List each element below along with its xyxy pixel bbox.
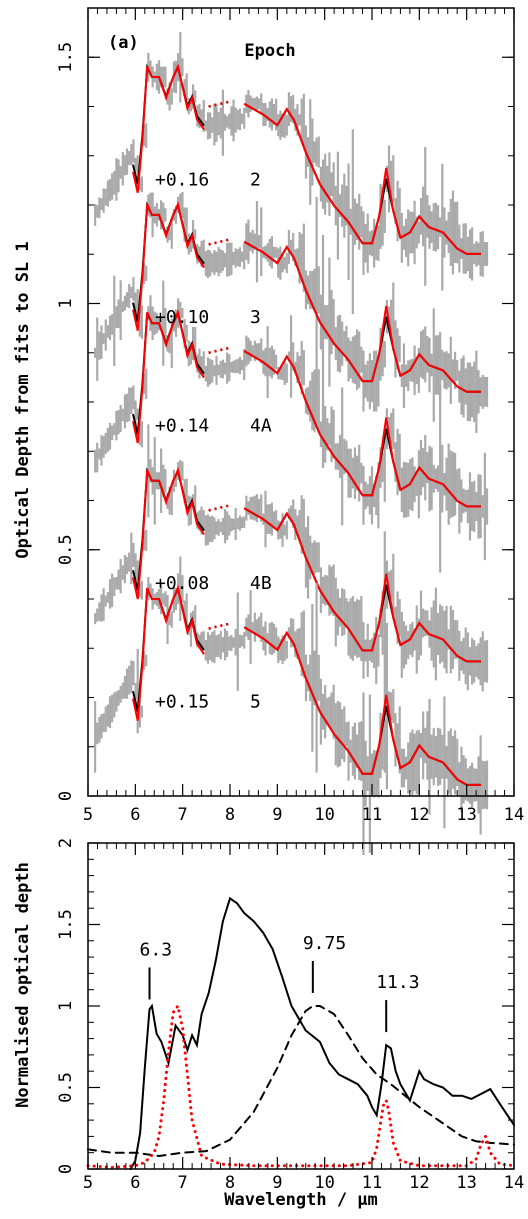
- model-curve-long: [243, 102, 481, 255]
- panel-a-ytick-label: 0: [56, 791, 76, 801]
- epoch-label: 3: [250, 307, 261, 328]
- model-curve-short: [132, 309, 205, 444]
- panel-a-xtick-label: 8: [225, 805, 235, 825]
- panel-a-xtick-label: 12: [409, 805, 429, 825]
- series-dotted-line: [86, 1002, 516, 1169]
- model-curve-long: [243, 350, 481, 508]
- panel-b-xtick-label: 8: [225, 1173, 235, 1193]
- legend-title: Epoch: [244, 41, 295, 61]
- model-gap: [208, 622, 231, 630]
- epoch-label: 4B: [250, 573, 272, 594]
- epoch-offset-label: +0.15: [155, 691, 209, 712]
- panel-a-ytick-label: 1.5: [56, 42, 76, 73]
- panel-b-annotations: 6.3 9.75 11.3: [140, 933, 420, 1033]
- panel-a-epoch-labels: +0.16 2 +0.10 3 +0.14 4A +0.08 4B +0.15 5: [155, 169, 272, 712]
- panel-a-xtick-label: 11: [362, 805, 382, 825]
- panel-b-xtick-label: 10: [314, 1173, 334, 1193]
- model-gap: [208, 238, 231, 246]
- epoch-offset-label: +0.16: [155, 169, 209, 190]
- epoch-offset-label: +0.14: [155, 416, 209, 437]
- model-gap: [208, 504, 231, 512]
- annotation-label: 6.3: [140, 939, 173, 960]
- model-curve-short: [132, 466, 205, 600]
- panel-b-ytick-label: 1: [56, 1001, 76, 1011]
- model-curve-short: [132, 201, 205, 331]
- panel-a-ylabel: Optical Depth from fits to SL 1: [13, 241, 33, 558]
- panel-b-ticks: 5 6 7 8 9 10 11 12 13 14 0 0.5 1 1.5 2: [56, 838, 524, 1193]
- panel-a: Optical Depth from fits to SL 1 (a) Epoc…: [13, 7, 524, 855]
- panel-a-xtick-label: 6: [130, 805, 140, 825]
- panel-a-ytick-label: 1: [56, 298, 76, 308]
- annotation-label: 11.3: [376, 972, 419, 993]
- panel-a-xtick-label: 9: [272, 805, 282, 825]
- panel-a-ytick-label: 0.5: [56, 534, 76, 565]
- epoch-offset-label: +0.10: [155, 307, 209, 328]
- panel-a-xtick-label: 7: [178, 805, 188, 825]
- model-curve-long: [243, 626, 481, 786]
- epoch-label: 2: [250, 169, 261, 190]
- epoch-label: 5: [250, 691, 261, 712]
- panel-b-xtick-label: 6: [130, 1173, 140, 1193]
- panel-a-ticks: 5 6 7 8 9 10 11 12 13 14 0 0.5 1 1.5: [56, 8, 524, 825]
- panel-b-xlabel: Wavelength / μm: [224, 1190, 378, 1210]
- model-curve-short: [132, 63, 205, 194]
- epoch-offset-label: +0.08: [155, 573, 209, 594]
- model-curve-long: [243, 507, 481, 663]
- panel-a-xtick-label: 5: [83, 805, 93, 825]
- panel-b-xtick-label: 12: [409, 1173, 429, 1193]
- panel-a-xtick-label: 10: [314, 805, 334, 825]
- panel-a-frame: [87, 7, 515, 797]
- panel-a-data: [93, 31, 489, 855]
- panel-b-xtick-label: 14: [504, 1173, 524, 1193]
- panel-b-data: [86, 896, 516, 1170]
- model-curve-short: [132, 584, 205, 721]
- panel-b-xtick-label: 13: [456, 1173, 476, 1193]
- panel-b-ytick-label: 2: [56, 838, 76, 848]
- panel-a-label: (a): [108, 33, 139, 53]
- panel-a-xtick-label: 13: [456, 805, 476, 825]
- panel-b-xtick-label: 11: [362, 1173, 382, 1193]
- panel-b-ytick-label: 1.5: [56, 909, 76, 940]
- panel-b-ytick-label: 0: [56, 1164, 76, 1174]
- panel-b-ytick-label: 0.5: [56, 1072, 76, 1103]
- model-gap: [208, 346, 231, 354]
- epoch-label: 4A: [250, 416, 272, 437]
- panel-b: Normalised optical depth Wavelength / μm…: [13, 838, 524, 1210]
- model-gap: [208, 100, 231, 108]
- panel-a-xtick-label: 14: [504, 805, 524, 825]
- panel-b-xtick-label: 7: [178, 1173, 188, 1193]
- series-dashed-line: [87, 1005, 515, 1158]
- annotation-label: 9.75: [303, 933, 346, 954]
- series-solid-line: [129, 896, 515, 1170]
- panel-b-ylabel: Normalised optical depth: [13, 862, 33, 1108]
- panel-b-xtick-label: 9: [272, 1173, 282, 1193]
- model-curve-long: [243, 240, 481, 393]
- panel-b-frame: [87, 842, 515, 1170]
- panel-b-xtick-label: 5: [83, 1173, 93, 1193]
